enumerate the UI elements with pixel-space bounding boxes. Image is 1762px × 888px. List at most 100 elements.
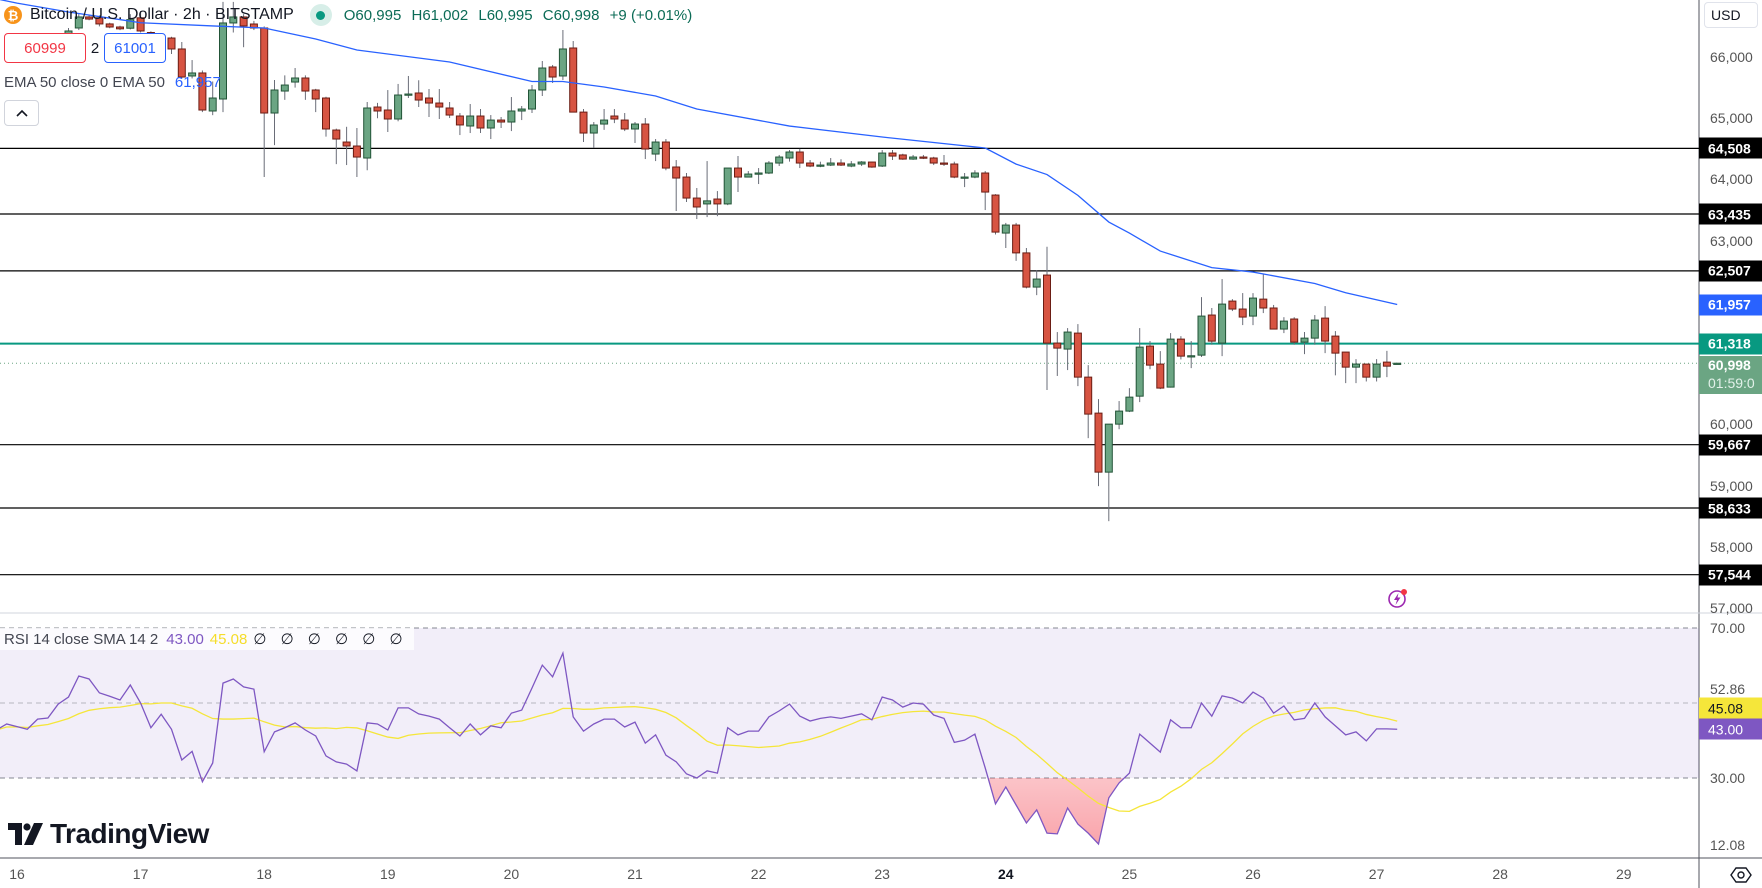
candle-up (1218, 279, 1227, 357)
candle-down (1176, 336, 1185, 360)
candle-body (219, 22, 227, 100)
candle-body (558, 48, 567, 77)
candle-up (528, 85, 536, 114)
candle-up (775, 154, 784, 167)
candle-body (1043, 274, 1051, 344)
candle-body (1259, 298, 1268, 309)
symbol-title-row[interactable]: ₿ Bitcoin / U.S. Dollar · 2h · BITSTAMP … (4, 3, 698, 27)
candle-up (74, 14, 83, 31)
candle-down (1094, 399, 1103, 487)
sell-button[interactable]: 60999 (4, 33, 86, 63)
rsi-value-badge: 43.00 (1699, 718, 1762, 740)
time-axis-label: 26 (1245, 866, 1261, 882)
candle-up (1001, 222, 1010, 249)
price-axis-label: 59,000 (1710, 477, 1753, 494)
candle-body (1352, 363, 1360, 368)
candle-body (414, 92, 423, 101)
candle-body (1382, 361, 1391, 367)
candle-body (136, 17, 145, 32)
candle-down (177, 42, 186, 79)
candle-body (394, 94, 403, 120)
currency-selector[interactable]: USD (1704, 2, 1758, 28)
candle-body (486, 119, 495, 129)
candle-body (1331, 335, 1340, 354)
candle-body (579, 111, 588, 134)
collapse-legend-button[interactable] (4, 100, 39, 126)
candle-down (929, 156, 938, 166)
candle-body (548, 66, 557, 78)
candle-body (940, 162, 948, 165)
candle-down (806, 160, 815, 168)
candle-down (940, 154, 948, 167)
candle-body (1001, 224, 1010, 234)
ohlc-values: O60,995 H61,002 L60,995 C60,998 +9 (+0.0… (344, 7, 698, 24)
candle-down (1022, 248, 1031, 289)
time-axis-label: 19 (380, 866, 396, 882)
candle-body (806, 162, 815, 167)
settings-icon[interactable] (1730, 864, 1752, 886)
candle-body (734, 167, 742, 178)
candle-up (1352, 359, 1360, 384)
candle-up (857, 161, 866, 167)
candle-up (970, 170, 979, 179)
candle-up (703, 161, 712, 218)
candle-body (620, 119, 629, 130)
candle-body (1053, 342, 1062, 349)
candle-down (1238, 293, 1247, 326)
rsi-axis-label: 70.00 (1710, 620, 1746, 636)
candle-body (301, 77, 310, 92)
lightning-alert-icon[interactable] (1387, 587, 1409, 609)
candle-down (239, 14, 248, 48)
candle-body (1166, 338, 1175, 388)
candle-up (270, 80, 279, 146)
rsi-line (0, 650, 1398, 846)
candle-down (867, 161, 876, 168)
rsi-na-values: ∅ ∅ ∅ ∅ ∅ ∅ (253, 631, 408, 648)
candle-up (754, 168, 763, 185)
candle-down (1043, 246, 1051, 391)
candle-down (734, 156, 742, 193)
candle-countdown: 01:59:0 (1708, 375, 1755, 391)
candle-up (1115, 401, 1124, 430)
candle-down (610, 109, 619, 124)
candle-up (1300, 332, 1309, 355)
candle-body (847, 163, 856, 167)
candle-down (136, 11, 145, 33)
candle-body (1084, 376, 1093, 415)
candle-down (311, 88, 320, 113)
buy-button[interactable]: 61001 (104, 33, 166, 63)
candle-body (311, 89, 320, 100)
candle-up (219, 1, 227, 113)
candle-down (198, 70, 207, 113)
candle-down (342, 126, 351, 166)
candle-body (1012, 224, 1021, 254)
candle-body (507, 110, 516, 123)
candle-body (1063, 331, 1072, 350)
candle-body (476, 115, 485, 129)
rsi-legend[interactable]: RSI 14 close SMA 14 2 43.00 45.08 ∅ ∅ ∅ … (0, 628, 414, 650)
symbol-title[interactable]: Bitcoin / U.S. Dollar · 2h · BITSTAMP (30, 6, 294, 23)
tradingview-logo[interactable]: TradingView (8, 818, 209, 850)
candle-body (1279, 320, 1288, 330)
current-price-badge: 60,998 01:59:0 (1699, 356, 1762, 394)
candle-up (878, 150, 887, 168)
ema-legend[interactable]: EMA 50 close 0 EMA 50 61,957 (4, 74, 221, 91)
candle-body (744, 173, 753, 178)
candle-up (466, 104, 475, 134)
candle-body (1238, 308, 1247, 318)
candle-body (517, 108, 526, 112)
candle-body (425, 97, 433, 104)
candle-body (1249, 297, 1257, 317)
candle-body (785, 151, 794, 159)
rsi-axis-label: 12.08 (1710, 837, 1746, 854)
candle-body (867, 161, 876, 168)
candle-down (1341, 351, 1350, 384)
ema-legend-value: 61,957 (174, 74, 221, 91)
time-axis-label: 25 (1121, 866, 1138, 882)
candle-body (352, 145, 361, 158)
candle-up (1166, 333, 1175, 388)
candle-body (538, 67, 547, 91)
price-axis-label: 58,000 (1710, 538, 1753, 555)
time-axis-label: 22 (750, 866, 767, 882)
